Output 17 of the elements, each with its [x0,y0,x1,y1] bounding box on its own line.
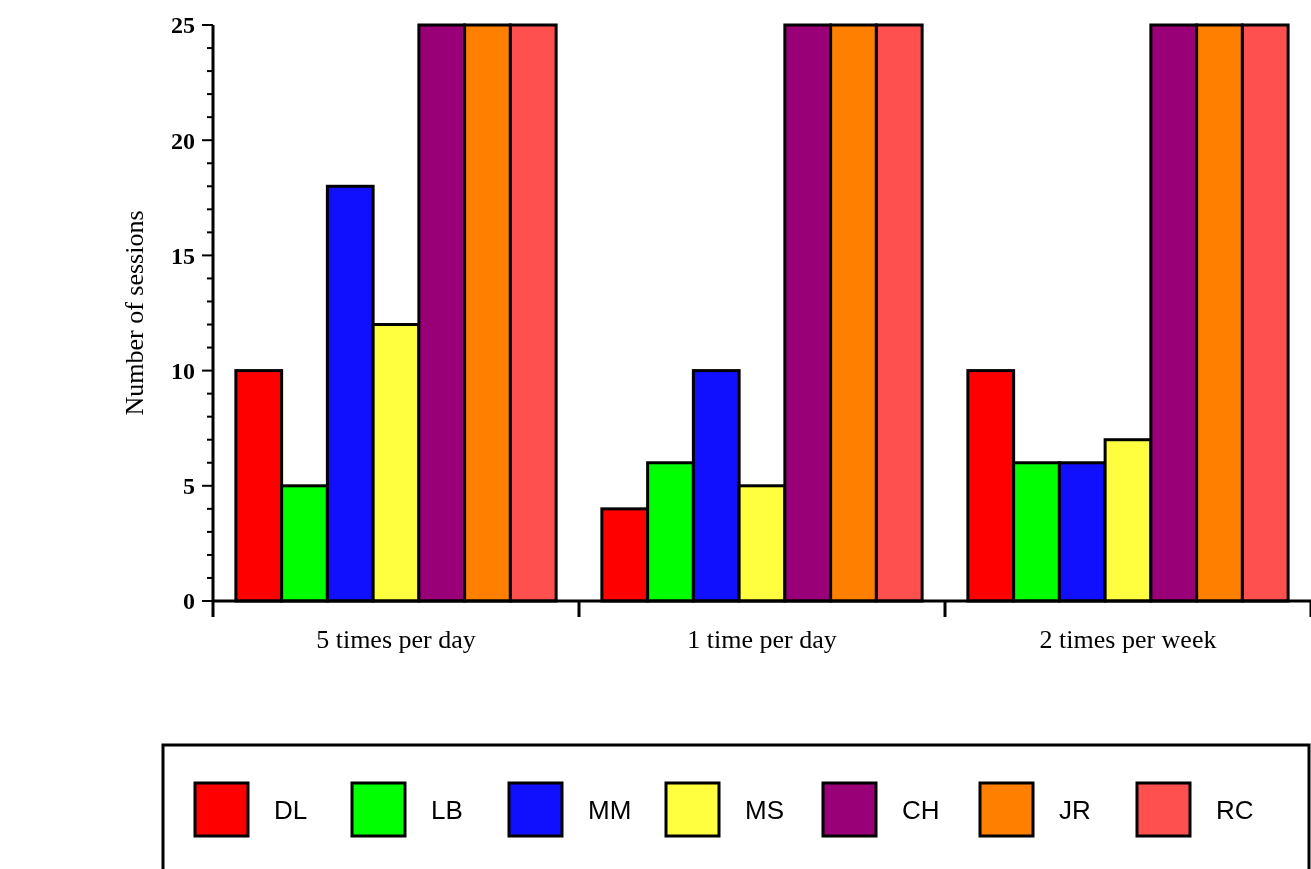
legend-label: CH [902,795,940,826]
legend-label: RC [1216,795,1254,826]
legend-label: DL [274,795,308,826]
y-tick-label: 0 [183,588,195,615]
y-axis-title: Number of sessions [120,210,149,416]
y-tick-label: 15 [171,242,195,269]
y-tick-label: 25 [171,12,195,39]
x-tick-label: 2 times per week [1039,625,1217,654]
y-tick-label: 10 [171,358,195,384]
y-tick-label: 20 [171,127,195,154]
legend-label: MM [588,795,632,826]
y-tick-label: 5 [183,473,195,500]
legend-label: JR [1059,795,1091,826]
x-tick-label: 1 time per day [687,625,837,654]
legend-label: LB [431,795,463,826]
x-tick-label: 5 times per day [316,625,476,654]
legend-label: MS [745,795,784,826]
